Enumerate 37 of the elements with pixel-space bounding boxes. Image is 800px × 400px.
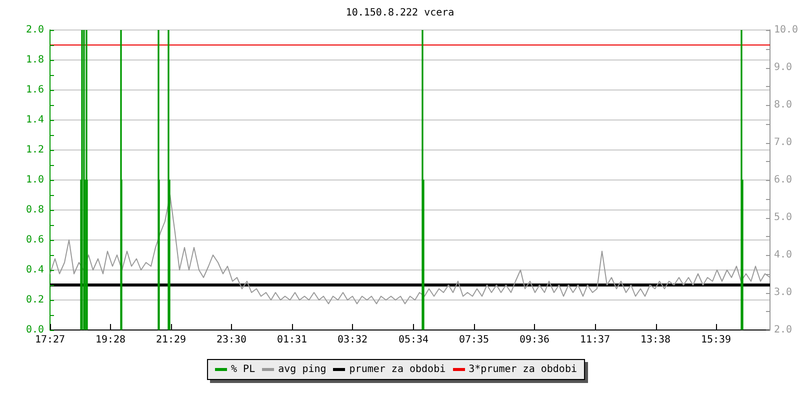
legend-label: % PL [231, 364, 256, 375]
x-tick-label: 15:39 [700, 334, 732, 346]
y2-tick-label: 9.0 [774, 62, 792, 74]
x-tick-label: 09:36 [519, 334, 550, 346]
y2-tick-label: 6.0 [774, 174, 792, 186]
y-tick-label: 0.2 [26, 294, 44, 306]
y-tick-label: 0.4 [26, 264, 44, 276]
chart-title: 10.150.8.222 vcera [346, 8, 454, 19]
x-tick-label: 05:34 [398, 334, 429, 346]
y2-tick-label: 3.0 [774, 287, 792, 298]
y2-tick-label: 7.0 [774, 137, 792, 148]
y2-tick-label: 4.0 [774, 250, 792, 261]
y-tick-label: 1.0 [26, 174, 44, 186]
x-tick-label: 17:27 [34, 334, 66, 346]
y2-tick-label: 10.0 [774, 24, 798, 36]
x-tick-label: 01:31 [276, 334, 308, 346]
y-tick-label: 1.2 [26, 144, 44, 156]
y2-tick-label: 5.0 [774, 212, 792, 224]
y2-tick-label: 2.0 [774, 324, 792, 336]
y2-tick-label: 8.0 [774, 100, 792, 111]
y-tick-label: 0.8 [26, 204, 44, 216]
legend-label: 3*prumer za obdobi [468, 364, 577, 375]
x-tick-label: 13:38 [640, 334, 671, 346]
y-tick-label: 0.6 [26, 234, 44, 246]
x-tick-label: 21:29 [156, 334, 186, 346]
y-tick-label: 0.0 [26, 324, 44, 336]
y-tick-label: 1.8 [26, 54, 44, 66]
x-tick-label: 23:30 [216, 334, 247, 346]
x-tick-label: 11:37 [580, 334, 610, 346]
legend-label: avg ping [278, 364, 326, 375]
legend-label: prumer za obdobi [349, 364, 446, 375]
y-tick-label: 2.0 [26, 24, 44, 36]
y-tick-label: 1.4 [26, 114, 44, 126]
x-tick-label: 07:35 [458, 334, 490, 346]
x-tick-label: 03:32 [337, 334, 368, 346]
y-tick-label: 1.6 [26, 84, 44, 96]
x-tick-label: 19:28 [95, 334, 126, 346]
